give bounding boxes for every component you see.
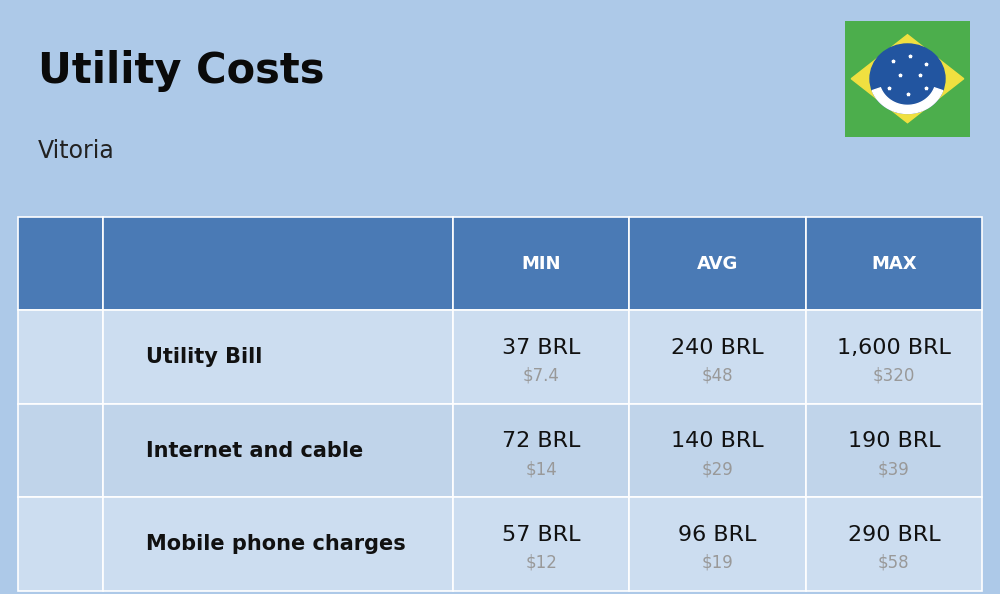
- Text: 57 BRL: 57 BRL: [502, 525, 580, 545]
- FancyBboxPatch shape: [103, 404, 453, 498]
- FancyBboxPatch shape: [453, 217, 629, 310]
- FancyBboxPatch shape: [18, 404, 103, 498]
- Text: $29: $29: [702, 460, 733, 478]
- FancyBboxPatch shape: [629, 404, 806, 498]
- Text: $48: $48: [702, 367, 733, 385]
- Text: $39: $39: [878, 460, 910, 478]
- Text: Utility Bill: Utility Bill: [146, 347, 262, 367]
- FancyBboxPatch shape: [629, 498, 806, 591]
- Text: $58: $58: [878, 554, 910, 572]
- Text: Mobile phone charges: Mobile phone charges: [146, 534, 405, 554]
- Text: 140 BRL: 140 BRL: [671, 431, 764, 451]
- FancyBboxPatch shape: [103, 310, 453, 404]
- Text: 240 BRL: 240 BRL: [671, 338, 764, 358]
- Text: $19: $19: [702, 554, 733, 572]
- FancyBboxPatch shape: [18, 217, 103, 310]
- Text: 1,600 BRL: 1,600 BRL: [837, 338, 951, 358]
- FancyBboxPatch shape: [806, 217, 982, 310]
- Text: Vitoria: Vitoria: [38, 140, 115, 163]
- Text: 290 BRL: 290 BRL: [848, 525, 940, 545]
- FancyBboxPatch shape: [629, 217, 806, 310]
- FancyBboxPatch shape: [806, 498, 982, 591]
- FancyBboxPatch shape: [453, 310, 629, 404]
- Text: $7.4: $7.4: [523, 367, 560, 385]
- Text: MAX: MAX: [871, 255, 917, 273]
- FancyBboxPatch shape: [103, 498, 453, 591]
- FancyBboxPatch shape: [18, 498, 103, 591]
- FancyBboxPatch shape: [453, 498, 629, 591]
- Text: 37 BRL: 37 BRL: [502, 338, 580, 358]
- FancyBboxPatch shape: [845, 21, 970, 137]
- Text: Utility Costs: Utility Costs: [38, 50, 324, 92]
- Polygon shape: [872, 88, 943, 113]
- FancyBboxPatch shape: [453, 404, 629, 498]
- Text: 190 BRL: 190 BRL: [848, 431, 940, 451]
- FancyBboxPatch shape: [629, 310, 806, 404]
- Text: $320: $320: [873, 367, 915, 385]
- FancyBboxPatch shape: [18, 310, 103, 404]
- FancyBboxPatch shape: [103, 217, 453, 310]
- Text: 96 BRL: 96 BRL: [678, 525, 757, 545]
- Text: MIN: MIN: [521, 255, 561, 273]
- Polygon shape: [851, 34, 964, 123]
- Circle shape: [870, 44, 945, 113]
- Text: 72 BRL: 72 BRL: [502, 431, 580, 451]
- FancyBboxPatch shape: [806, 404, 982, 498]
- Text: Internet and cable: Internet and cable: [146, 441, 363, 461]
- Text: AVG: AVG: [697, 255, 738, 273]
- FancyBboxPatch shape: [806, 310, 982, 404]
- Text: $14: $14: [525, 460, 557, 478]
- Text: $12: $12: [525, 554, 557, 572]
